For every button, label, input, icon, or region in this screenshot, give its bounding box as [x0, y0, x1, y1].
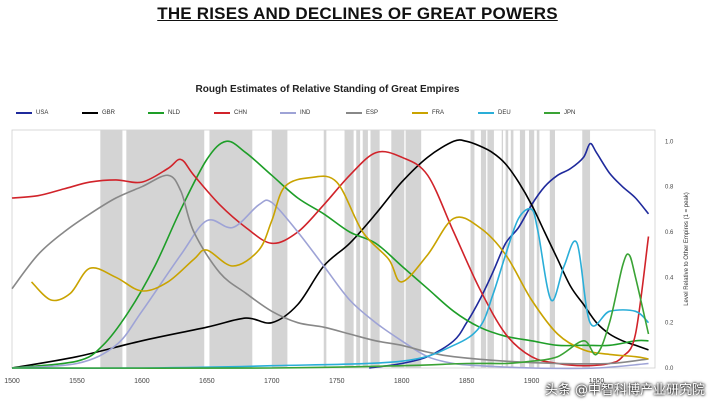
x-tick-label-1700: 1700 — [264, 378, 280, 385]
series-line-jpn — [11, 253, 650, 369]
shaded-period-0 — [100, 130, 123, 368]
legend-swatch — [16, 112, 32, 114]
shaded-period-13 — [487, 130, 494, 368]
x-tick-label-1850: 1850 — [459, 378, 475, 385]
x-tick-label-1500: 1500 — [4, 378, 20, 385]
legend-label: IND — [300, 110, 311, 116]
shaded-period-16 — [510, 130, 514, 368]
y-axis-label: Level Relative to Other Empires (1 = pea… — [684, 192, 690, 306]
shaded-period-10 — [405, 130, 422, 368]
legend-label: CHN — [234, 110, 247, 116]
y-tick-label-3: 0.6 — [665, 230, 674, 236]
shaded-period-5 — [344, 130, 354, 368]
legend-swatch — [346, 112, 362, 114]
legend-swatch — [148, 112, 164, 114]
legend-label: NLD — [168, 110, 181, 116]
x-tick-label-1950: 1950 — [589, 378, 605, 385]
legend-item-ind: IND — [280, 108, 346, 118]
chart-title: Rough Estimates of Relative Standing of … — [195, 84, 460, 95]
legend-item-deu: DEU — [478, 108, 544, 118]
watermark-text: 头条 @中智科博产业研究院 — [544, 383, 705, 398]
legend-item-nld: NLD — [148, 108, 214, 118]
legend-item-esp: ESP — [346, 108, 412, 118]
x-tick-label-1600: 1600 — [134, 378, 150, 385]
page-headline: THE RISES AND DECLINES OF GREAT POWERS — [157, 4, 558, 23]
series-line-fra — [30, 175, 649, 360]
x-tick-label-1900: 1900 — [524, 378, 540, 385]
series-line-deu — [11, 207, 650, 369]
y-tick-label-1: 0.2 — [665, 321, 674, 327]
x-tick-label-1550: 1550 — [69, 378, 85, 385]
shaded-period-9 — [391, 130, 405, 368]
legend-swatch — [82, 112, 98, 114]
legend-label: ESP — [366, 110, 379, 116]
shaded-period-3 — [271, 130, 288, 368]
series-line-nld — [11, 140, 649, 369]
chart-legend: USA GBR NLD CHN IND ESP FRA DEU JPN — [16, 108, 610, 118]
legend-swatch — [280, 112, 296, 114]
x-tick-label-1750: 1750 — [329, 378, 345, 385]
series-line-ind — [11, 199, 649, 370]
shaded-period-7 — [362, 130, 368, 368]
shaded-period-17 — [519, 130, 526, 368]
legend-label: GBR — [102, 110, 116, 116]
legend-item-jpn: JPN — [544, 108, 610, 118]
series-line-gbr — [11, 139, 649, 369]
legend-swatch — [214, 112, 230, 114]
shaded-period-11 — [470, 130, 475, 368]
shaded-period-4 — [323, 130, 327, 368]
legend-swatch — [412, 112, 428, 114]
x-tick-label-1800: 1800 — [394, 378, 410, 385]
legend-item-fra: FRA — [412, 108, 478, 118]
shaded-period-2 — [209, 130, 253, 368]
shaded-period-1 — [126, 130, 205, 368]
legend-item-chn: CHN — [214, 108, 280, 118]
legend-swatch — [478, 112, 494, 114]
y-tick-label-2: 0.4 — [665, 275, 674, 281]
shaded-period-18 — [528, 130, 535, 368]
series-line-usa — [369, 142, 650, 369]
x-tick-label-1650: 1650 — [199, 378, 215, 385]
series-line-esp — [11, 174, 649, 365]
shaded-period-8 — [370, 130, 380, 368]
legend-label: DEU — [498, 110, 511, 116]
legend-swatch — [544, 112, 560, 114]
shaded-period-6 — [356, 130, 361, 368]
shaded-period-19 — [536, 130, 540, 368]
y-tick-label-0: 0.0 — [665, 366, 674, 372]
legend-label: JPN — [564, 110, 576, 116]
shaded-period-21 — [582, 130, 591, 368]
legend-item-gbr: GBR — [82, 108, 148, 118]
legend-label: USA — [36, 110, 49, 116]
y-tick-label-5: 1.0 — [665, 139, 674, 145]
shaded-period-12 — [480, 130, 487, 368]
y-tick-label-4: 0.8 — [665, 185, 674, 191]
legend-item-usa: USA — [16, 108, 82, 118]
legend-label: FRA — [432, 110, 444, 116]
